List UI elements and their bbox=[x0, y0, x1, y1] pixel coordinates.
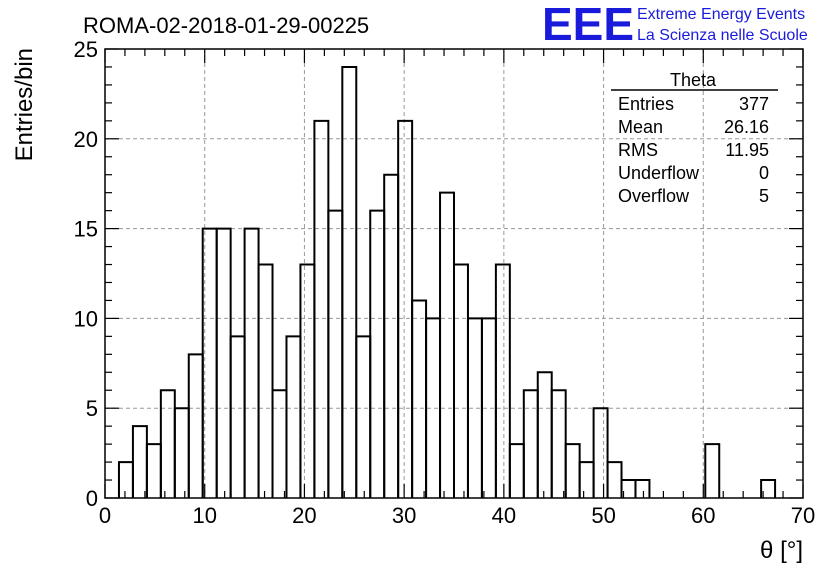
x-tick-label: 20 bbox=[292, 503, 316, 528]
plot-frame bbox=[104, 48, 804, 499]
histogram-bin bbox=[355, 335, 372, 498]
stats-label-overflow: Overflow bbox=[618, 186, 690, 206]
stats-value-entries: 377 bbox=[739, 94, 769, 114]
stats-value-overflow: 5 bbox=[759, 186, 769, 206]
histogram-bin bbox=[397, 119, 414, 498]
logo-line-1: Extreme Energy Events bbox=[637, 6, 805, 23]
y-tick-label: 10 bbox=[74, 306, 98, 331]
grid-lines bbox=[105, 49, 803, 498]
histogram-bin bbox=[369, 209, 386, 498]
stats-box: Theta Entries 377 Mean 26.16 RMS 11.95 U… bbox=[611, 70, 778, 206]
y-tick-label: 25 bbox=[74, 37, 98, 62]
x-tick-label: 30 bbox=[392, 503, 416, 528]
histogram-bin bbox=[229, 335, 246, 498]
x-axis-title: θ [°] bbox=[760, 537, 803, 564]
logo-mark: EEE bbox=[542, 0, 634, 50]
stats-value-underflow: 0 bbox=[759, 163, 769, 183]
stats-value-mean: 26.16 bbox=[724, 117, 769, 137]
histogram-bin bbox=[383, 173, 400, 498]
histogram-bin bbox=[439, 191, 455, 498]
histogram-bin bbox=[578, 461, 595, 498]
histogram-bin bbox=[341, 65, 358, 498]
histogram-bin bbox=[257, 263, 274, 498]
stats-value-rms: 11.95 bbox=[725, 140, 769, 160]
x-tick-label: 60 bbox=[691, 503, 715, 528]
histogram-bin bbox=[313, 119, 330, 498]
histogram-bin bbox=[634, 479, 651, 498]
x-tick-label: 50 bbox=[591, 503, 615, 528]
histogram-bin bbox=[550, 389, 567, 498]
histogram-bin bbox=[299, 263, 316, 498]
y-axis-title: Entries/bin bbox=[11, 48, 38, 161]
histogram-bin bbox=[145, 443, 162, 498]
eee-logo: EEE Extreme Energy Events La Scienza nel… bbox=[542, 0, 808, 50]
histogram-bin bbox=[215, 227, 232, 498]
histogram-bin bbox=[536, 371, 553, 498]
logo-line-2: La Scienza nelle Scuole bbox=[637, 27, 808, 44]
axis-ticks bbox=[104, 48, 804, 499]
y-tick-label: 15 bbox=[74, 217, 98, 242]
histogram-bin bbox=[411, 299, 428, 498]
histogram-bin bbox=[243, 227, 260, 498]
histogram-bin bbox=[564, 443, 581, 498]
histogram-series bbox=[117, 65, 777, 498]
histogram-bin bbox=[159, 389, 176, 498]
histogram-bin bbox=[271, 389, 288, 498]
histogram-bin bbox=[704, 443, 721, 498]
histogram-bin bbox=[606, 461, 623, 498]
x-tick-label: 70 bbox=[791, 503, 815, 528]
histogram-bin bbox=[508, 443, 525, 498]
histogram-bin bbox=[327, 209, 344, 498]
y-tick-labels: 0 5 10 15 20 25 bbox=[74, 37, 98, 511]
histogram-bin bbox=[173, 407, 190, 498]
x-tick-labels: 0 10 20 30 40 50 60 70 bbox=[99, 503, 815, 528]
histogram-bin bbox=[117, 461, 134, 498]
histogram-bin bbox=[760, 479, 777, 498]
histogram-bin bbox=[522, 389, 539, 498]
y-tick-label: 5 bbox=[86, 396, 98, 421]
histogram-bin bbox=[285, 335, 302, 498]
chart-title: ROMA-02-2018-01-29-00225 bbox=[83, 13, 369, 38]
stats-label-underflow: Underflow bbox=[618, 163, 700, 183]
stats-label-rms: RMS bbox=[618, 140, 658, 160]
y-tick-label: 0 bbox=[86, 486, 98, 511]
histogram-bin bbox=[187, 353, 204, 498]
stats-label-entries: Entries bbox=[618, 94, 674, 114]
x-tick-label: 40 bbox=[492, 503, 516, 528]
x-tick-label: 10 bbox=[192, 503, 216, 528]
stats-title: Theta bbox=[670, 70, 717, 90]
x-tick-label: 0 bbox=[99, 503, 111, 528]
histogram-bin bbox=[494, 263, 511, 498]
histogram-bin bbox=[131, 425, 148, 498]
y-tick-label: 20 bbox=[74, 127, 98, 152]
stats-label-mean: Mean bbox=[618, 117, 663, 137]
histogram-bin bbox=[453, 263, 469, 498]
histogram-bin bbox=[592, 407, 609, 498]
